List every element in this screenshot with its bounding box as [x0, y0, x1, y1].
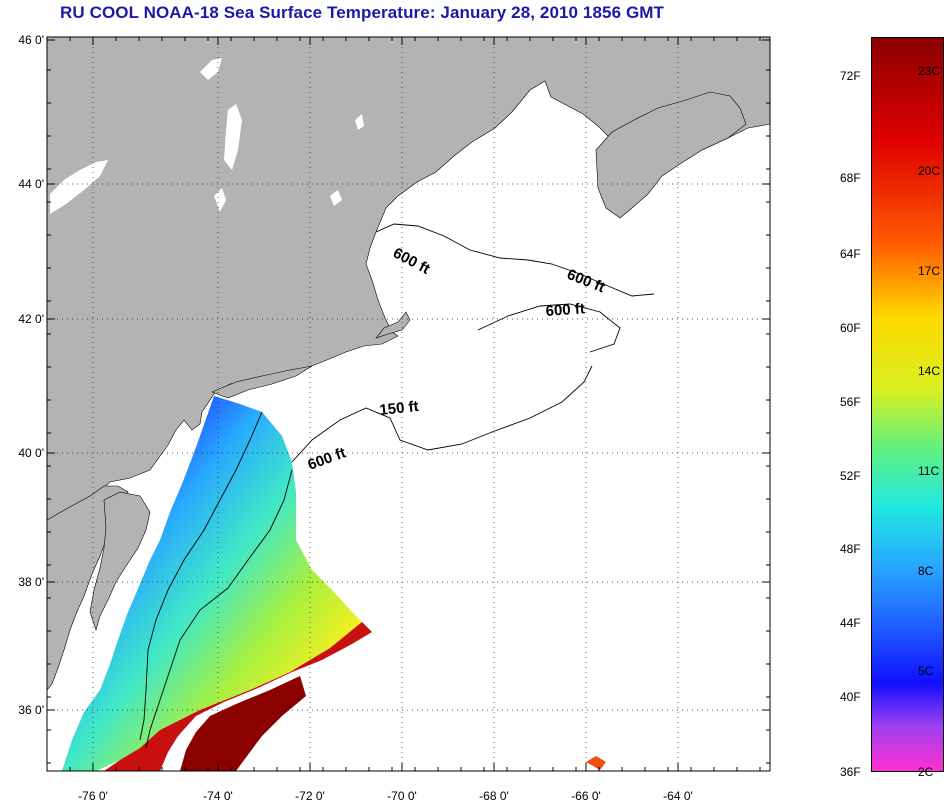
tick-label: -72 0'	[295, 789, 325, 803]
axis-ticks: 46 0' 44 0' 42 0' 40 0' 38 0' 36 0' -76 0' -74 …	[18, 33, 770, 803]
contour-label: 600 ft	[545, 300, 585, 320]
tick-label: -68 0'	[479, 789, 509, 803]
colorbar-label-celsius: 17C	[918, 264, 941, 278]
tick-label: 46 0'	[18, 33, 44, 47]
colorbar-label-fahrenheit: 72F	[840, 69, 861, 83]
colorbar-label-fahrenheit: 56F	[840, 395, 861, 409]
tick-label: 42 0'	[18, 312, 44, 326]
sst-gulf-stream	[104, 622, 372, 771]
contour-label: 150 ft	[379, 398, 420, 419]
colorbar-label-fahrenheit: 40F	[840, 690, 861, 704]
map-border	[46, 36, 771, 772]
colorbar-label-celsius: 20C	[918, 164, 941, 178]
tick-label: 44 0'	[18, 177, 44, 191]
colorbar	[871, 37, 944, 772]
tick-label: 40 0'	[18, 446, 44, 460]
sst-orange-patch	[586, 756, 606, 770]
colorbar-label-fahrenheit: 60F	[840, 321, 861, 335]
tick-label: 36 0'	[18, 703, 44, 717]
tick-label: -66 0'	[571, 789, 601, 803]
colorbar-label-fahrenheit: 36F	[840, 765, 861, 779]
bathymetry-contours	[139, 223, 655, 749]
colorbar-label-fahrenheit: 48F	[840, 542, 861, 556]
sst-gulf-stream-core	[180, 676, 306, 771]
tick-label: -64 0'	[663, 789, 693, 803]
colorbar-label-celsius: 5C	[918, 664, 934, 678]
tick-label: 38 0'	[18, 575, 44, 589]
colorbar-label-celsius: 11C	[918, 464, 940, 478]
tick-label: -74 0'	[203, 789, 233, 803]
colorbar-label-celsius: 2C	[918, 765, 934, 779]
lakes	[50, 58, 364, 214]
colorbar-label-fahrenheit: 44F	[840, 616, 861, 630]
colorbar-label-celsius: 14C	[918, 364, 941, 378]
colorbar-label-celsius: 8C	[918, 564, 934, 578]
graticule	[47, 37, 770, 771]
colorbar-label-fahrenheit: 64F	[840, 247, 861, 261]
map-title: RU COOL NOAA-18 Sea Surface Temperature:…	[60, 3, 665, 22]
colorbar-label-fahrenheit: 68F	[840, 171, 861, 185]
colorbar-label-celsius: 23C	[918, 64, 941, 78]
tick-label: -70 0'	[387, 789, 417, 803]
tick-label: -76 0'	[78, 789, 108, 803]
colorbar-label-fahrenheit: 52F	[840, 469, 861, 483]
